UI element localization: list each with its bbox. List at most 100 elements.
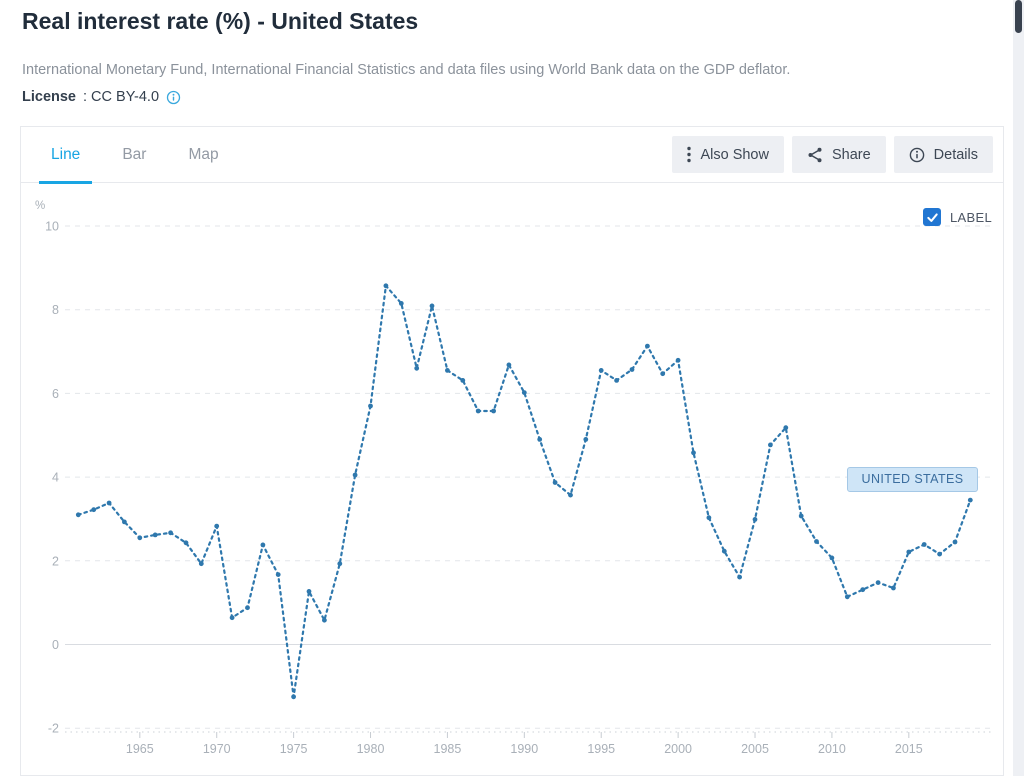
data-point[interactable] — [691, 450, 696, 456]
data-point[interactable] — [614, 378, 619, 383]
data-point[interactable] — [506, 362, 512, 368]
data-point[interactable] — [475, 408, 481, 414]
data-point[interactable] — [214, 523, 220, 529]
label-checkbox-text: LABEL — [950, 209, 992, 225]
data-point[interactable] — [152, 532, 158, 538]
tab-bar-chart[interactable]: Bar — [108, 127, 160, 183]
license-value: : CC BY-4.0 — [83, 89, 160, 105]
data-point[interactable] — [429, 303, 435, 309]
data-point[interactable] — [952, 539, 958, 545]
y-axis-label: 2 — [52, 554, 59, 568]
y-axis-label: -2 — [48, 722, 59, 736]
data-point[interactable] — [891, 585, 896, 591]
data-point[interactable] — [921, 542, 927, 547]
data-point[interactable] — [552, 480, 558, 485]
data-point[interactable] — [322, 617, 327, 623]
data-point[interactable] — [937, 551, 942, 557]
data-point[interactable] — [306, 589, 312, 594]
kebab-menu-icon — [687, 146, 692, 163]
x-axis-label: 1985 — [434, 742, 462, 756]
also-show-button[interactable]: Also Show — [672, 136, 784, 173]
data-point[interactable] — [598, 368, 604, 373]
chart-canvas: %10 8 6 4 2 0 -2 1965 1970 1975 1980 1985 1990 1995 20… — [35, 200, 991, 756]
data-point[interactable] — [398, 301, 404, 306]
x-axis-label: 2000 — [664, 742, 692, 756]
license-row: License : CC BY-4.0 — [22, 89, 181, 105]
data-point[interactable] — [445, 368, 450, 373]
x-axis-label: 2005 — [741, 742, 769, 756]
source-subtitle: International Monetary Fund, Internation… — [22, 62, 791, 78]
label-toggle: LABEL — [923, 208, 992, 226]
tab-line[interactable]: Line — [37, 127, 94, 184]
data-point[interactable] — [737, 574, 742, 580]
x-axis-label: 2010 — [818, 742, 846, 756]
x-axis-label: 1970 — [203, 742, 231, 756]
y-axis-label: 0 — [52, 638, 59, 652]
license-label: License — [22, 89, 76, 105]
data-point[interactable] — [860, 587, 866, 593]
data-point[interactable] — [906, 549, 912, 555]
data-point[interactable] — [521, 390, 527, 395]
also-show-label: Also Show — [700, 146, 769, 163]
data-point[interactable] — [829, 555, 835, 561]
x-axis-label: 1980 — [357, 742, 385, 756]
tab-bar: Line Bar Map Also Show Share Details — [21, 127, 1003, 184]
data-point[interactable] — [491, 408, 496, 414]
data-point[interactable] — [122, 519, 127, 525]
data-point[interactable] — [967, 497, 973, 503]
data-point[interactable] — [75, 512, 81, 518]
y-axis-label: 8 — [52, 303, 59, 317]
data-point[interactable] — [383, 283, 389, 289]
line-chart: % 10 8 6 4 2 0 -2 1965 1970 1975 1980 1985 1990 1995 20… — [21, 183, 1003, 776]
data-point[interactable] — [245, 605, 250, 611]
data-point[interactable] — [91, 507, 97, 513]
x-axis-label: 1990 — [510, 742, 538, 756]
data-point[interactable] — [660, 371, 666, 377]
data-point[interactable] — [275, 572, 281, 577]
x-axis-label: 2015 — [895, 742, 923, 756]
x-axis-label: 1975 — [280, 742, 308, 756]
data-point[interactable] — [260, 542, 266, 548]
data-point[interactable] — [106, 500, 112, 506]
y-axis-label: 10 — [45, 220, 59, 234]
data-point[interactable] — [229, 615, 235, 621]
data-point[interactable] — [583, 437, 589, 442]
x-axis-label: 1965 — [126, 742, 154, 756]
x-axis-label: 1995 — [587, 742, 615, 756]
tab-map[interactable]: Map — [174, 127, 232, 183]
scrollbar-track[interactable] — [1013, 0, 1024, 776]
data-point[interactable] — [183, 540, 189, 546]
data-point[interactable] — [460, 378, 466, 383]
data-point[interactable] — [352, 472, 358, 478]
data-point[interactable] — [168, 530, 174, 536]
data-point[interactable] — [337, 561, 343, 567]
chart-panel: Line Bar Map Also Show Share Details — [20, 126, 1004, 776]
data-point[interactable] — [706, 515, 712, 521]
data-point[interactable] — [844, 594, 850, 600]
data-point[interactable] — [798, 513, 804, 519]
data-point[interactable] — [875, 580, 881, 585]
data-point[interactable] — [368, 403, 373, 409]
share-button[interactable]: Share — [791, 136, 886, 173]
share-label: Share — [831, 146, 871, 163]
data-point[interactable] — [568, 492, 573, 498]
data-point[interactable] — [137, 535, 143, 541]
license-info-icon[interactable] — [166, 90, 181, 105]
data-point[interactable] — [768, 442, 773, 448]
label-checkbox[interactable] — [923, 208, 941, 226]
data-point[interactable] — [537, 437, 543, 442]
data-point[interactable] — [675, 357, 681, 363]
data-point[interactable] — [198, 561, 204, 567]
data-point[interactable] — [291, 694, 296, 700]
data-point[interactable] — [645, 343, 650, 349]
data-point[interactable] — [414, 365, 420, 371]
share-icon — [807, 147, 823, 163]
details-label: Details — [933, 146, 978, 163]
data-point[interactable] — [721, 548, 727, 554]
data-point[interactable] — [814, 539, 819, 544]
data-point[interactable] — [752, 517, 758, 522]
data-point[interactable] — [629, 367, 635, 372]
scrollbar-thumb[interactable] — [1015, 0, 1022, 33]
data-point[interactable] — [783, 425, 789, 431]
details-button[interactable]: Details — [893, 136, 993, 173]
